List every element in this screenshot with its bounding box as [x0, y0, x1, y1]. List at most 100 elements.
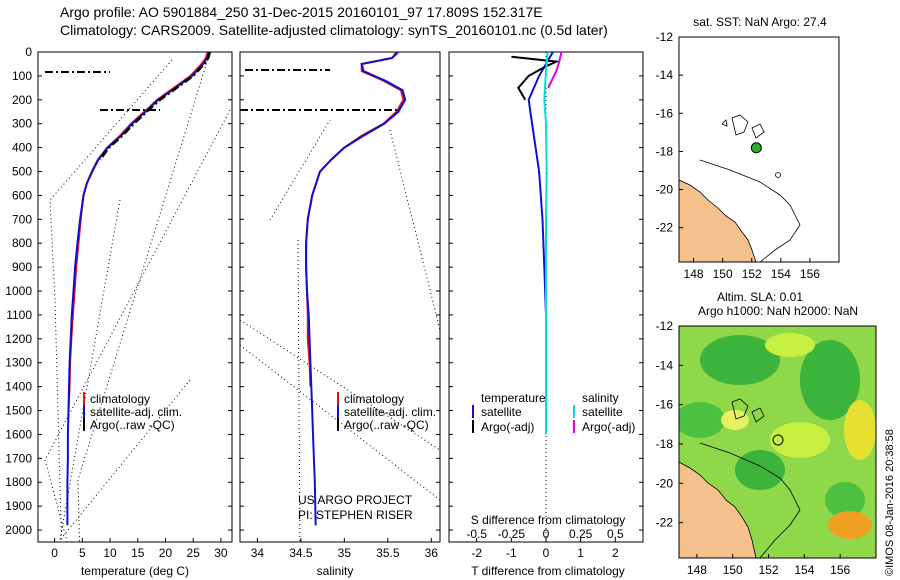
- y-tick-label: 1900: [5, 499, 32, 513]
- s-difference-label: S difference from climatology: [471, 513, 626, 527]
- climatology-title: Climatology: CARS2009. Satellite-adjuste…: [60, 22, 608, 38]
- lon-tick-label: 154: [771, 267, 791, 281]
- diff-legend-t-argo: Argo(-adj): [481, 420, 534, 434]
- lat-tick-label: -14: [656, 68, 674, 82]
- x-tick-label: 0: [51, 546, 58, 560]
- lon-tick-label: 156: [830, 563, 850, 577]
- sla-patch: [700, 335, 780, 385]
- axis-ticks: 0 5 10 15 20 25 300100200300400500600700800900…: [5, 45, 643, 560]
- top-map-title: sat. SST: NaN Argo: 27.4: [693, 15, 827, 29]
- lon-tick-label: 148: [687, 563, 707, 577]
- lat-tick-label: -22: [656, 516, 674, 530]
- y-tick-label: 1500: [5, 404, 32, 418]
- y-tick-label: 400: [12, 141, 32, 155]
- lon-tick-label: 148: [684, 267, 704, 281]
- y-tick-label: 600: [12, 188, 32, 202]
- bottom-map-argo-circle: [772, 434, 784, 446]
- top-tick-label: 0: [543, 527, 550, 541]
- profile-title: Argo profile: AO 5901884_250 31-Dec-2015…: [60, 4, 543, 20]
- map-ticks: 148 150 152 154 156 -12 -14 -16 -18 -20 -22 148 150 1…: [656, 30, 851, 577]
- lon-tick-label: 152: [742, 267, 762, 281]
- lon-tick-label: 150: [713, 267, 733, 281]
- difference-plot-area: [511, 52, 563, 542]
- top-tick-label: 0.5: [607, 527, 624, 541]
- lat-tick-label: -20: [656, 476, 674, 490]
- x-tick-label: 36: [425, 546, 439, 560]
- salinity-plot-area: [240, 52, 440, 542]
- salinity-axes-frame: [239, 51, 441, 543]
- sla-patch: [800, 340, 860, 420]
- y-tick-label: 2000: [5, 523, 32, 537]
- y-tick-label: 200: [12, 93, 32, 107]
- lon-tick-label: 154: [794, 563, 814, 577]
- temperature-xlabel: temperature (deg C): [81, 564, 189, 578]
- legend-satellite: satellite-adj. clim.: [90, 405, 182, 419]
- lat-tick-label: -16: [656, 106, 674, 120]
- y-tick-label: 1800: [5, 475, 32, 489]
- y-tick-label: 100: [12, 69, 32, 83]
- x-tick-label: 34: [251, 546, 265, 560]
- y-tick-label: 1100: [6, 308, 32, 322]
- sla-patch: [828, 511, 872, 539]
- x-tick-label: 35: [338, 546, 352, 560]
- x-tick-label: -2: [471, 546, 482, 560]
- series-line: [543, 52, 549, 435]
- envelope-line: [59, 199, 121, 541]
- sal-legend-argo: Argo(..raw -QC): [344, 418, 429, 432]
- lat-tick-label: -14: [656, 358, 674, 372]
- top-map-land: [679, 179, 757, 262]
- x-tick-label: -1: [506, 546, 517, 560]
- y-tick-label: 900: [12, 260, 32, 274]
- y-tick-label: 0: [25, 45, 32, 59]
- sla-patch: [825, 482, 865, 518]
- bottom-map-title-2: Argo h1000: NaN h2000: NaN: [698, 304, 858, 318]
- bottom-map-title-1: Altim. SLA: 0.01: [717, 290, 803, 304]
- y-tick-label: 300: [12, 117, 32, 131]
- x-tick-label: 15: [131, 546, 145, 560]
- sla-patch: [721, 410, 749, 430]
- salinity-xlabel: salinity: [317, 564, 354, 578]
- lat-tick-label: -18: [656, 437, 674, 451]
- project-annotation: US ARGO PROJECT: [298, 493, 413, 507]
- y-tick-label: 1400: [5, 380, 32, 394]
- x-tick-label: 30: [214, 546, 228, 560]
- bottom-map-reefs: [731, 398, 765, 423]
- sla-patch: [844, 400, 876, 460]
- y-tick-label: 1300: [5, 356, 32, 370]
- pi-annotation: PI: STEPHEN RISER: [298, 508, 413, 522]
- sla-patch: [765, 333, 815, 357]
- difference-legend: temperature satellite Argo(-adj) salinit…: [472, 391, 635, 434]
- difference-xlabel: T difference from climatology: [471, 564, 625, 578]
- bottom-map-reef-contour: [699, 442, 801, 558]
- diff-legend-s-sat: satellite: [582, 405, 623, 419]
- envelope-line: [44, 109, 231, 542]
- temperature-legend: climatology satellite-adj. clim. Argo(..…: [83, 392, 182, 432]
- top-map-island-2: [840, 213, 844, 217]
- series-line: [305, 52, 405, 387]
- envelope-line: [77, 52, 211, 542]
- x-tick-label: 10: [103, 546, 117, 560]
- series-line: [67, 52, 209, 411]
- sla-patch: [735, 450, 785, 490]
- temperature-plot-area: [44, 52, 231, 542]
- x-tick-label: 20: [159, 546, 173, 560]
- temperature-axes-frame: [37, 51, 233, 543]
- bottom-map-frame: [678, 325, 877, 559]
- legend-salinity-heading: salinity: [582, 391, 619, 405]
- legend-temperature-heading: temperature: [481, 391, 546, 405]
- top-map-frame: [678, 36, 840, 263]
- x-tick-label: 5: [79, 546, 86, 560]
- lat-tick-label: -12: [656, 319, 674, 333]
- series-line: [99, 52, 212, 161]
- x-tick-label: 2: [612, 546, 619, 560]
- lon-tick-label: 156: [800, 267, 820, 281]
- top-tick-label: -0.25: [498, 527, 526, 541]
- series-line: [66, 52, 210, 526]
- lon-tick-label: 152: [759, 563, 779, 577]
- x-tick-label: 0: [543, 546, 550, 560]
- lat-tick-label: -18: [656, 144, 674, 158]
- imos-credit: ©IMOS 08-Jan-2016 20:38:58: [884, 429, 896, 576]
- sla-patch: [679, 402, 725, 438]
- y-tick-label: 500: [12, 165, 32, 179]
